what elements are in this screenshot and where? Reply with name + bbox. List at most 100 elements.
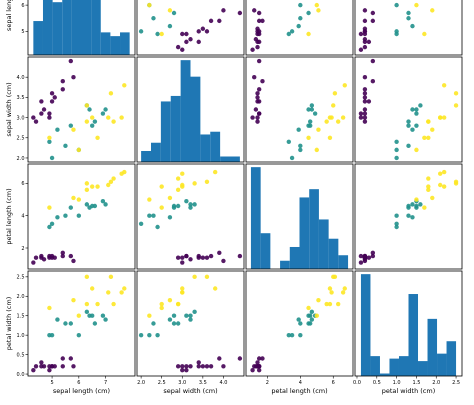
hist-bar	[389, 358, 399, 376]
scatter-point	[335, 301, 341, 307]
scatter-point	[138, 332, 144, 338]
scatter-point	[47, 115, 52, 120]
scatter-point	[208, 364, 214, 369]
scatter-point	[119, 115, 124, 120]
scatter-point	[370, 18, 376, 24]
scatter-point	[60, 79, 65, 84]
scatter-point	[175, 176, 181, 181]
hist-bar	[120, 32, 130, 55]
scatter-point	[327, 301, 333, 307]
scatter-point	[196, 39, 201, 45]
scatter-point	[47, 224, 52, 230]
scatter-point	[167, 317, 173, 322]
scatter-point	[49, 332, 55, 338]
panel-frame	[245, 0, 354, 56]
scatter-point	[95, 184, 100, 189]
scatter-point	[362, 44, 368, 50]
scatter-point	[362, 18, 368, 24]
scatter-point	[296, 127, 301, 132]
scatter-point	[84, 103, 90, 108]
scatter-point	[47, 111, 52, 116]
scatter-point	[327, 115, 333, 120]
scatter-point	[100, 111, 106, 116]
scatter-point	[324, 301, 329, 307]
panel-frame	[136, 0, 245, 56]
scatter-point	[430, 127, 435, 132]
scatter-point	[155, 31, 160, 37]
hist-bar	[427, 318, 438, 376]
x-tick-label: 2.5	[158, 380, 166, 386]
scatter-point	[362, 95, 368, 100]
scatter-point	[175, 321, 181, 326]
scatter-point	[39, 99, 44, 104]
scatter-point	[196, 360, 201, 365]
x-tick-label: 4	[299, 380, 302, 386]
scatter-point	[55, 127, 60, 132]
scatter-point	[414, 111, 419, 116]
x-axis-label: petal length (cm)	[271, 387, 327, 395]
y-axis-label: sepal width (cm)	[5, 82, 13, 136]
scatter-point	[441, 115, 447, 120]
scatter-point	[76, 313, 82, 318]
hist-bar	[100, 32, 111, 55]
scatter-point	[212, 286, 218, 291]
y-axis-label: sepal length (cm)	[5, 0, 13, 31]
scatter-point	[208, 253, 214, 259]
scatter-point	[306, 305, 311, 311]
panel-frame	[354, 163, 463, 270]
hist-bar	[418, 361, 428, 376]
y-tick-label: 0.5	[17, 352, 25, 358]
hist-bar	[260, 233, 271, 269]
scatter-point	[255, 95, 260, 100]
hist-bar	[280, 260, 290, 269]
panel-frame	[354, 270, 463, 377]
scatter-point	[394, 147, 399, 153]
scatter-point	[33, 255, 39, 260]
scatter-point	[92, 321, 98, 326]
scatter-point	[406, 119, 411, 124]
scatter-point	[362, 74, 368, 80]
hist-bar	[91, 0, 101, 56]
scatter-point	[331, 103, 336, 108]
scatter-point	[92, 119, 98, 124]
scatter-point	[47, 205, 52, 210]
scatter-point	[84, 202, 90, 207]
scatter-point	[237, 10, 243, 16]
scatter-point	[221, 8, 226, 13]
scatter-point	[167, 215, 173, 220]
scatter-point	[90, 184, 95, 189]
scatter-point	[422, 31, 427, 37]
hist-bar	[299, 197, 310, 269]
scatter-point	[314, 2, 319, 8]
scatter-point	[76, 197, 82, 202]
panel-frame	[245, 270, 354, 377]
scatter-point	[256, 10, 262, 16]
scatter-point	[426, 184, 431, 189]
scatter-point	[255, 119, 260, 124]
scatter-point	[422, 135, 427, 140]
scatter-point	[342, 286, 347, 291]
scatter-point	[252, 8, 257, 13]
scatter-point	[327, 286, 333, 291]
scatter-point	[306, 31, 311, 37]
scatter-point	[180, 255, 185, 260]
scatter-point	[410, 202, 415, 207]
scatter-point	[362, 107, 368, 112]
scatter-point	[250, 367, 255, 373]
scatter-point	[306, 123, 311, 128]
scatter-point	[68, 253, 74, 259]
scatter-point	[138, 221, 144, 226]
scatter-point	[286, 332, 291, 338]
hist-bar	[379, 373, 390, 376]
panel	[28, 164, 135, 269]
y-tick-label: 4.0	[17, 75, 25, 81]
scatter-point	[167, 23, 173, 29]
scatter-point	[122, 83, 127, 88]
scatter-point	[111, 119, 116, 124]
scatter-point	[308, 313, 313, 318]
scatter-point	[63, 321, 68, 326]
scatter-point	[192, 274, 197, 280]
scatter-point	[184, 31, 189, 37]
scatter-point	[184, 39, 189, 45]
